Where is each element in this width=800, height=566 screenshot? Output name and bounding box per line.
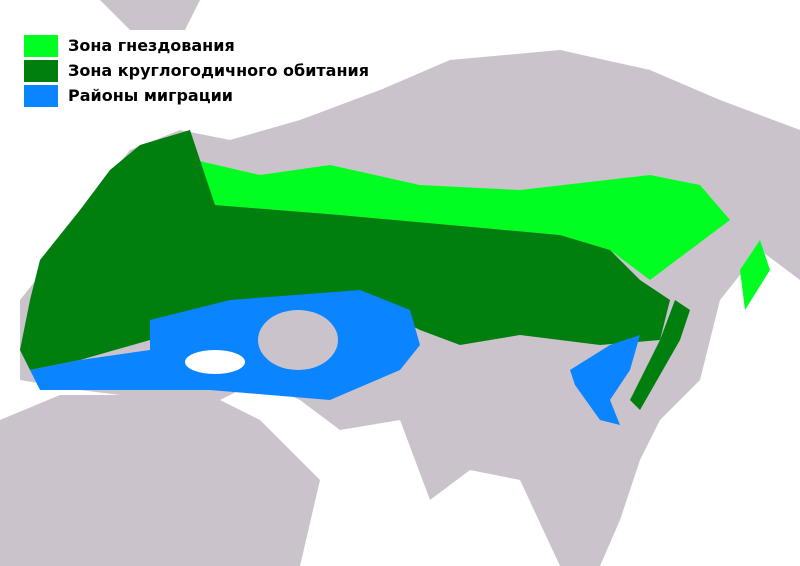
breeding-zone-kamchatka [740, 240, 770, 310]
legend-label: Районы миграции [68, 86, 233, 105]
legend-label: Зона гнездования [68, 36, 235, 55]
caspian-region [258, 310, 338, 370]
legend-item-breeding: Зона гнездования [24, 33, 369, 58]
legend-item-resident: Зона круглогодичного обитания [24, 58, 369, 83]
resident-zone [20, 130, 670, 370]
migration-zone-east [570, 335, 640, 425]
legend-item-migration: Районы миграции [24, 83, 369, 108]
africa-landmass [0, 395, 320, 566]
legend-label: Зона круглогодичного обитания [68, 61, 370, 80]
legend-swatch [24, 34, 58, 57]
arctic-islands [100, 0, 200, 30]
legend-swatch [24, 59, 58, 82]
breeding-zone [195, 160, 730, 280]
resident-zone-japan [630, 300, 690, 410]
map-legend: Зона гнездования Зона круглогодичного об… [24, 33, 369, 108]
black-sea [185, 350, 245, 374]
legend-swatch [24, 84, 58, 107]
